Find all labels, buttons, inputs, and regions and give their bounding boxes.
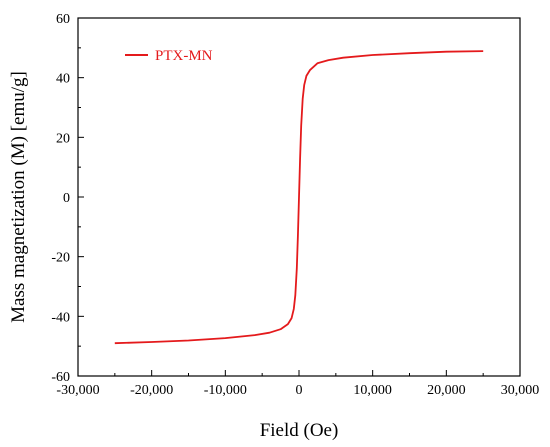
legend: PTX-MN [125,48,213,64]
x-tick-label: -20,000 [130,383,173,398]
y-tick-label: -60 [51,370,70,385]
y-axis-title: Mass magnetization (M) [emu/g] [8,71,29,323]
legend-label-ptx-mn: PTX-MN [155,48,213,64]
x-tick-label: 0 [296,383,303,398]
x-tick-label: -10,000 [204,383,247,398]
y-tick-label: 40 [56,72,70,87]
y-tick-label: -40 [51,310,70,325]
x-tick-label: -30,000 [56,383,99,398]
x-axis-title: Field (Oe) [260,420,339,441]
x-tick-label: 30,000 [501,383,540,398]
y-tick-label: 20 [56,131,70,146]
x-tick-label: 10,000 [353,383,392,398]
x-tick-label: 20,000 [427,383,466,398]
series-line-ptx-mn [114,50,484,345]
x-axis-ticks: -30,000 -20,000 -10,000 0 10,000 20,000 30,000 [56,370,539,398]
y-tick-label: -20 [51,251,70,266]
y-tick-label: 0 [63,191,70,206]
series-layer [114,50,484,345]
y-tick-label: 60 [56,12,70,27]
y-axis-ticks: -60 -40 -20 0 20 40 60 [51,12,84,385]
